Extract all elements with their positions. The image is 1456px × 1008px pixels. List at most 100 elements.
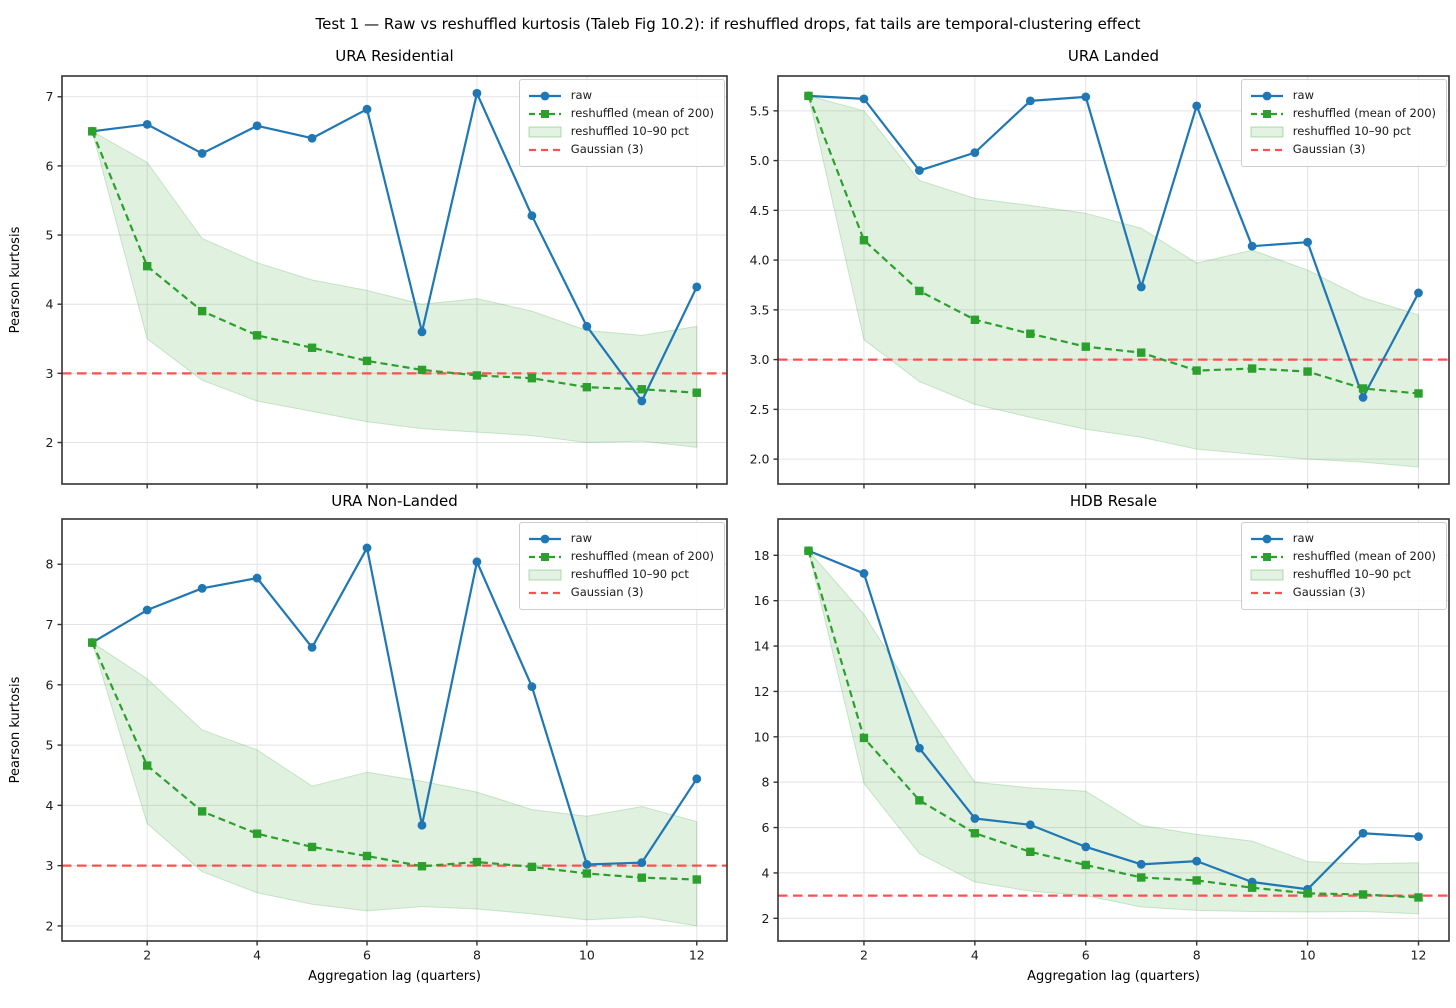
- x-tick-label: 12: [1411, 948, 1427, 963]
- reshuffled-marker: [1247, 883, 1257, 892]
- raw-marker: [1358, 393, 1368, 402]
- reshuffled-line: [807, 550, 1419, 899]
- x-tick-label: 12: [689, 948, 705, 963]
- legend-row-gaussian: Gaussian (3): [1250, 586, 1436, 600]
- reshuffled-marker: [1192, 876, 1201, 885]
- y-tick-label: 6: [762, 820, 770, 835]
- raw-marker: [527, 682, 537, 691]
- legend-label-raw: raw: [1292, 531, 1314, 546]
- legend-row-gaussian: Gaussian (3): [528, 143, 714, 157]
- legend-label-gaussian: Gaussian (3): [570, 142, 644, 157]
- legend-ura-landed: raw reshuffled (mean of 200) reshuffled …: [1240, 79, 1447, 167]
- reshuffled-marker: [252, 829, 262, 838]
- raw-marker: [582, 321, 592, 331]
- legend-row-band: reshuffled 10–90 pct: [528, 568, 714, 582]
- y-tick-label: 5.0: [750, 153, 770, 168]
- reshuffled-band-area: [91, 130, 698, 448]
- raw-line: [808, 94, 1420, 399]
- raw-marker: [472, 557, 482, 567]
- reshuffled-marker: [970, 829, 980, 838]
- x-tick-label: 4: [971, 948, 979, 963]
- x-tick-label: 10: [1300, 948, 1316, 963]
- gaussian-line-icon: [1250, 148, 1283, 152]
- reshuffled-marker: [804, 91, 813, 101]
- subplot-title-ura-residential: URA Residential: [335, 47, 454, 65]
- reshuffled-marker: [859, 733, 869, 743]
- band-swatch-icon: [528, 126, 562, 138]
- y-tick-label: 8: [762, 775, 770, 790]
- legend-row-reshuffled: reshuffled (mean of 200): [528, 107, 714, 121]
- reshuffled-line-icon: [528, 553, 561, 561]
- raw-marker: [417, 327, 427, 337]
- y-tick-label: 4: [46, 297, 54, 312]
- reshuffled-marker: [1081, 860, 1090, 870]
- legend-label-band: reshuffled 10–90 pct: [1292, 567, 1411, 582]
- raw-line: [92, 92, 698, 403]
- subplot-title-ura-non-landed: URA Non-Landed: [331, 492, 458, 510]
- legend-row-band: reshuffled 10–90 pct: [1250, 125, 1436, 139]
- raw-marker: [1192, 856, 1202, 866]
- y-tick-label: 14: [754, 639, 770, 654]
- raw-marker: [1414, 288, 1423, 298]
- reshuffled-marker: [582, 869, 592, 878]
- raw-marker: [970, 814, 980, 823]
- legend-ura-non-landed: raw reshuffled (mean of 200) reshuffled …: [518, 522, 725, 610]
- reshuffled-marker: [88, 127, 97, 136]
- y-tick-label: 12: [754, 684, 770, 699]
- raw-marker: [582, 860, 592, 869]
- raw-line: [91, 546, 698, 866]
- band-swatch-icon: [1250, 126, 1284, 138]
- x-tick-label: 2: [143, 948, 151, 963]
- legend-ura-residential: raw reshuffled (mean of 200) reshuffled …: [518, 79, 725, 167]
- legend-label-reshuffled: reshuffled (mean of 200): [570, 549, 714, 564]
- plot-area-ura-non-landed: 2 3 4 5 6 7 8 2 4 6 8 10 12: [46, 518, 728, 963]
- raw-marker: [1247, 241, 1257, 251]
- reshuffled-line: [807, 95, 1419, 395]
- reshuffled-marker: [417, 365, 427, 375]
- reshuffled-marker: [1081, 342, 1090, 351]
- legend-row-band: reshuffled 10–90 pct: [1250, 568, 1436, 582]
- y-tick-label: 18: [754, 548, 770, 563]
- y-tick-label: 16: [754, 593, 770, 608]
- y-tick-label: 4.5: [750, 203, 770, 218]
- reshuffled-marker: [970, 315, 980, 325]
- legend-label-reshuffled: reshuffled (mean of 200): [570, 106, 714, 121]
- raw-marker: [859, 94, 869, 104]
- legend-label-gaussian: Gaussian (3): [1292, 585, 1366, 600]
- x-tick-label: 6: [363, 948, 371, 963]
- x-tick-label: 4: [253, 948, 261, 963]
- raw-marker: [142, 120, 152, 129]
- y-tick-label: 5.5: [750, 103, 770, 118]
- reshuffled-marker: [142, 761, 152, 770]
- legend-label-gaussian: Gaussian (3): [570, 585, 644, 600]
- reshuffled-band-area: [808, 550, 1419, 915]
- legend-label-reshuffled: reshuffled (mean of 200): [1292, 549, 1436, 564]
- reshuffled-marker: [1247, 364, 1257, 373]
- raw-line-icon: [528, 534, 561, 544]
- reshuffled-marker: [915, 286, 924, 296]
- reshuffled-marker: [1414, 893, 1423, 902]
- raw-marker: [1025, 820, 1035, 830]
- legend-hdb-resale: raw reshuffled (mean of 200) reshuffled …: [1240, 522, 1447, 610]
- raw-line-icon: [1250, 534, 1283, 544]
- legend-row-gaussian: Gaussian (3): [528, 586, 714, 600]
- raw-marker: [1414, 832, 1423, 842]
- reshuffled-marker: [582, 382, 592, 392]
- reshuffled-marker: [362, 356, 372, 366]
- raw-marker: [197, 583, 207, 593]
- raw-line: [808, 549, 1419, 891]
- y-axis-label-bottom: Pearson kurtosis: [8, 676, 23, 784]
- raw-marker: [637, 396, 647, 406]
- raw-marker: [859, 569, 869, 578]
- raw-line-icon: [1250, 91, 1283, 101]
- reshuffled-marker: [1358, 384, 1368, 393]
- plot-border: [777, 75, 1450, 485]
- y-tick-label: 5: [46, 738, 54, 753]
- gaussian-line-icon: [1250, 591, 1283, 595]
- y-tick-label: 7: [46, 617, 54, 632]
- raw-marker: [362, 543, 372, 553]
- legend-row-reshuffled: reshuffled (mean of 200): [1250, 550, 1436, 564]
- reshuffled-marker: [307, 842, 317, 852]
- reshuffled-marker: [637, 873, 647, 882]
- legend-label-band: reshuffled 10–90 pct: [570, 124, 689, 139]
